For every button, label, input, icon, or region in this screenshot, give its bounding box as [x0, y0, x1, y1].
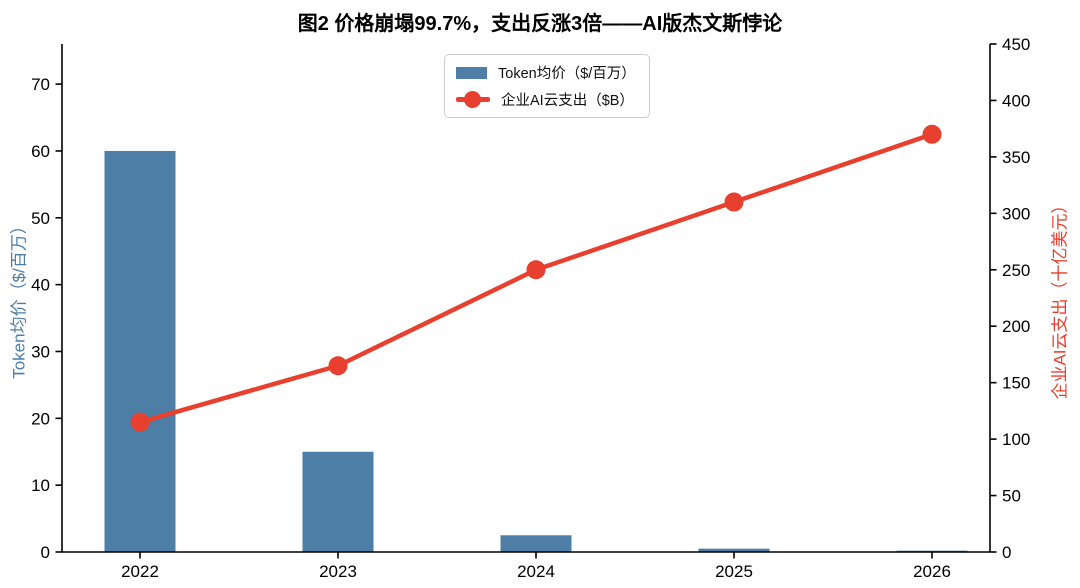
bar-2023 [302, 451, 374, 552]
y-axis-right-tick-label: 50 [1002, 487, 1021, 506]
y-axis-right-tick-label: 450 [1002, 35, 1030, 54]
bar-2024 [500, 535, 572, 552]
bar-2022 [104, 150, 176, 552]
x-axis-tick-label-2024: 2024 [517, 562, 555, 581]
y-axis-left-tick-label: 30 [31, 342, 50, 361]
legend-item-cloud-spend: 企业AI云支出（$B） [456, 89, 636, 110]
x-axis-tick-label-2023: 2023 [319, 562, 357, 581]
legend-label-cloud-spend: 企业AI云支出（$B） [501, 93, 634, 109]
marker-dot-icon [464, 91, 481, 108]
y-axis-right-tick-label: 300 [1002, 204, 1030, 223]
y-axis-left-tick-label: 40 [31, 276, 50, 295]
y-axis-right-tick-label: 400 [1002, 91, 1030, 110]
x-axis-tick-label-2026: 2026 [913, 562, 951, 581]
y-axis-right-tick-label: 200 [1002, 317, 1030, 336]
y-axis-left-tick-label: 60 [31, 142, 50, 161]
legend-label-token-price: Token均价（$/百万） [498, 66, 636, 82]
left-axis-label: Token均价（$/百万） [9, 217, 29, 379]
y-axis-right-tick-label: 150 [1002, 374, 1030, 393]
bar-swatch-icon [456, 66, 487, 79]
bar-2025 [698, 548, 770, 552]
y-axis-right-tick-label: 350 [1002, 148, 1030, 167]
x-axis-tick-label-2025: 2025 [715, 562, 753, 581]
line-marker-swatch-icon [456, 91, 490, 108]
y-axis-left-tick-label: 70 [31, 75, 50, 94]
y-axis-right-tick-label: 100 [1002, 430, 1030, 449]
x-axis-tick-label-2022: 2022 [121, 562, 159, 581]
chart-title: 图2 价格崩塌99.7%，支出反涨3倍——AI版杰文斯悖论 [297, 13, 783, 35]
right-axis-label: 企业AI云支出（十亿美元） [1050, 196, 1070, 400]
legend-item-token-price: Token均价（$/百万） [456, 62, 636, 83]
spend-marker-2026 [922, 124, 942, 144]
y-axis-right-tick-label: 0 [1002, 543, 1011, 562]
y-axis-right-tick-label: 250 [1002, 261, 1030, 280]
y-axis-left-tick-label: 50 [31, 209, 50, 228]
y-axis-left-tick-label: 10 [31, 476, 50, 495]
legend: Token均价（$/百万） 企业AI云支出（$B） [444, 54, 650, 118]
spend-marker-2023 [328, 356, 348, 376]
y-axis-left-tick-label: 0 [41, 543, 50, 562]
spend-marker-2022 [130, 412, 150, 432]
y-axis-left-tick-label: 20 [31, 409, 50, 428]
spend-marker-2024 [526, 260, 546, 280]
spend-marker-2025 [724, 192, 744, 212]
